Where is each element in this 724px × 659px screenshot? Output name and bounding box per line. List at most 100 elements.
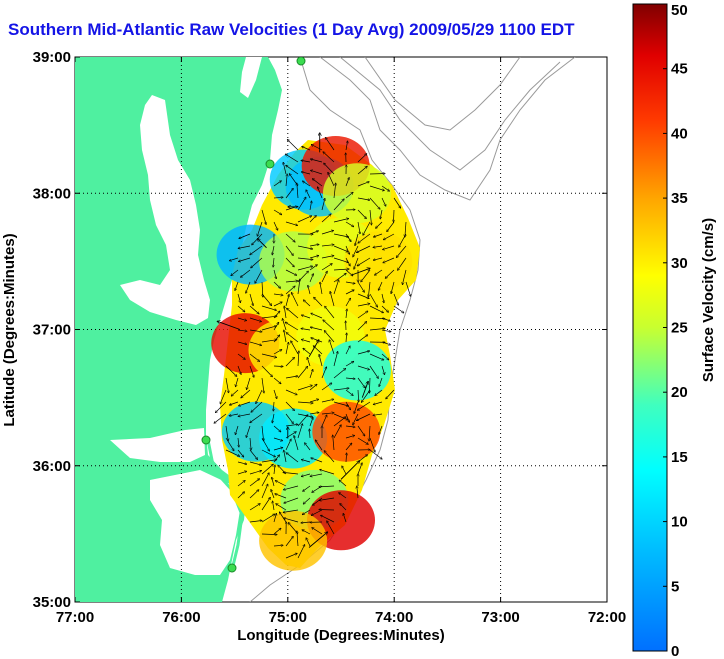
velocity-arrow (327, 521, 335, 535)
colorbar-tick-label: 50 (671, 2, 688, 19)
velocity-arrow (381, 365, 385, 375)
station-marker (201, 435, 211, 445)
velocity-arrow (273, 294, 283, 295)
velocity-arrow (333, 273, 346, 283)
velocity-arrow (285, 389, 297, 395)
velocity-arrow (405, 281, 411, 296)
velocity-arrow (273, 221, 278, 230)
velocity-arrow (315, 440, 323, 451)
colorbar-tick-label: 30 (671, 255, 688, 272)
y-tick-label: 36:00 (33, 458, 71, 475)
velocity-arrow (297, 245, 313, 249)
velocity-arrow (273, 302, 282, 307)
velocity-arrow (273, 513, 276, 523)
velocity-arrow (291, 293, 299, 307)
velocity-arrow (285, 245, 293, 256)
velocity-arrow (321, 367, 327, 379)
velocity-arrow (321, 413, 334, 414)
y-axis-ticks: 35:00 36:00 37:00 38:00 39:00 (33, 49, 607, 611)
velocity-arrow (261, 316, 277, 319)
velocity-arrow (333, 401, 349, 406)
velocity-arrow (273, 389, 277, 399)
velocity-arrow (321, 245, 334, 247)
velocity-arrow (319, 354, 323, 367)
velocity-arrow (284, 485, 299, 490)
velocity-arrow (345, 245, 350, 254)
velocity-arrow (285, 342, 289, 355)
velocity-arrow (257, 221, 263, 236)
y-tick-label: 39:00 (33, 49, 71, 66)
velocity-arrow (285, 439, 291, 451)
velocity-arrow (345, 233, 351, 242)
velocity-arrow (249, 461, 262, 465)
velocity-arrow (357, 455, 368, 463)
velocity-arrow (357, 245, 371, 253)
velocity-arrow (354, 257, 359, 269)
velocity-arrow (249, 293, 253, 306)
velocity-arrow (324, 451, 335, 463)
velocity-arrow (273, 545, 283, 546)
velocity-arrow (273, 501, 275, 511)
velocity-arrow (241, 269, 251, 277)
velocity-vector (308, 532, 327, 548)
velocity-arrow (357, 401, 371, 410)
velocity-arrow (237, 317, 247, 321)
velocity-arrow (329, 340, 335, 355)
velocity-arrow (321, 231, 334, 235)
velocity-arrow (333, 183, 336, 199)
colorbar-tick-label: 40 (671, 125, 688, 142)
velocity-arrow (285, 294, 289, 307)
velocity-arrow (321, 214, 331, 223)
velocity-arrow (333, 269, 349, 270)
velocity-arrow (237, 461, 247, 464)
velocity-arrow (273, 350, 282, 355)
velocity-arrow (238, 437, 239, 447)
velocity-arrow (309, 384, 317, 391)
velocity-arrow (225, 365, 237, 376)
velocity-arrow (273, 366, 283, 367)
velocity-arrow (319, 497, 335, 500)
velocity-arrow (357, 281, 364, 292)
velocity-arrow (249, 305, 259, 314)
velocity-arrow (311, 313, 323, 319)
velocity-arrow (255, 269, 263, 283)
velocity-arrow (328, 172, 335, 187)
velocity-arrow (273, 257, 274, 267)
velocity-arrow (383, 245, 395, 250)
velocity-arrow (333, 199, 344, 211)
velocity-arrow (311, 145, 323, 151)
colorbar-tick-label: 15 (671, 449, 688, 466)
velocity-arrow (246, 281, 251, 293)
velocity-arrow (321, 271, 327, 283)
velocity-arrow (272, 477, 275, 487)
velocity-arrow (249, 317, 261, 322)
velocity-arrow (237, 305, 245, 312)
velocity-arrow (345, 361, 354, 367)
velocity-arrow (261, 425, 264, 441)
velocity-arrow (274, 465, 275, 475)
velocity-arrow (333, 369, 346, 379)
velocity-field (211, 133, 420, 571)
velocity-arrow (251, 257, 263, 268)
pamlico-sound (150, 470, 240, 575)
velocity-arrow (309, 256, 319, 259)
velocity-arrow (357, 351, 370, 355)
velocity-arrow (301, 473, 311, 476)
velocity-arrow (225, 425, 228, 441)
velocity-arrow (311, 338, 323, 343)
velocity-arrow (297, 415, 308, 427)
velocity-arrow (273, 425, 281, 432)
velocity-arrow (284, 330, 287, 343)
velocity-arrow (310, 473, 323, 476)
velocity-arrow (393, 305, 404, 313)
velocity-arrow (333, 219, 349, 223)
colorbar-tick-label: 20 (671, 384, 688, 401)
velocity-arrow (321, 256, 334, 259)
velocity-arrow (321, 415, 327, 427)
chart-title: Southern Mid-Atlantic Raw Velocities (1 … (8, 20, 575, 39)
velocity-arrow (285, 376, 298, 379)
velocity-arrow (261, 353, 277, 358)
velocity-arrow (345, 281, 355, 284)
velocity-arrow (318, 187, 323, 199)
y-tick-label: 38:00 (33, 185, 71, 202)
